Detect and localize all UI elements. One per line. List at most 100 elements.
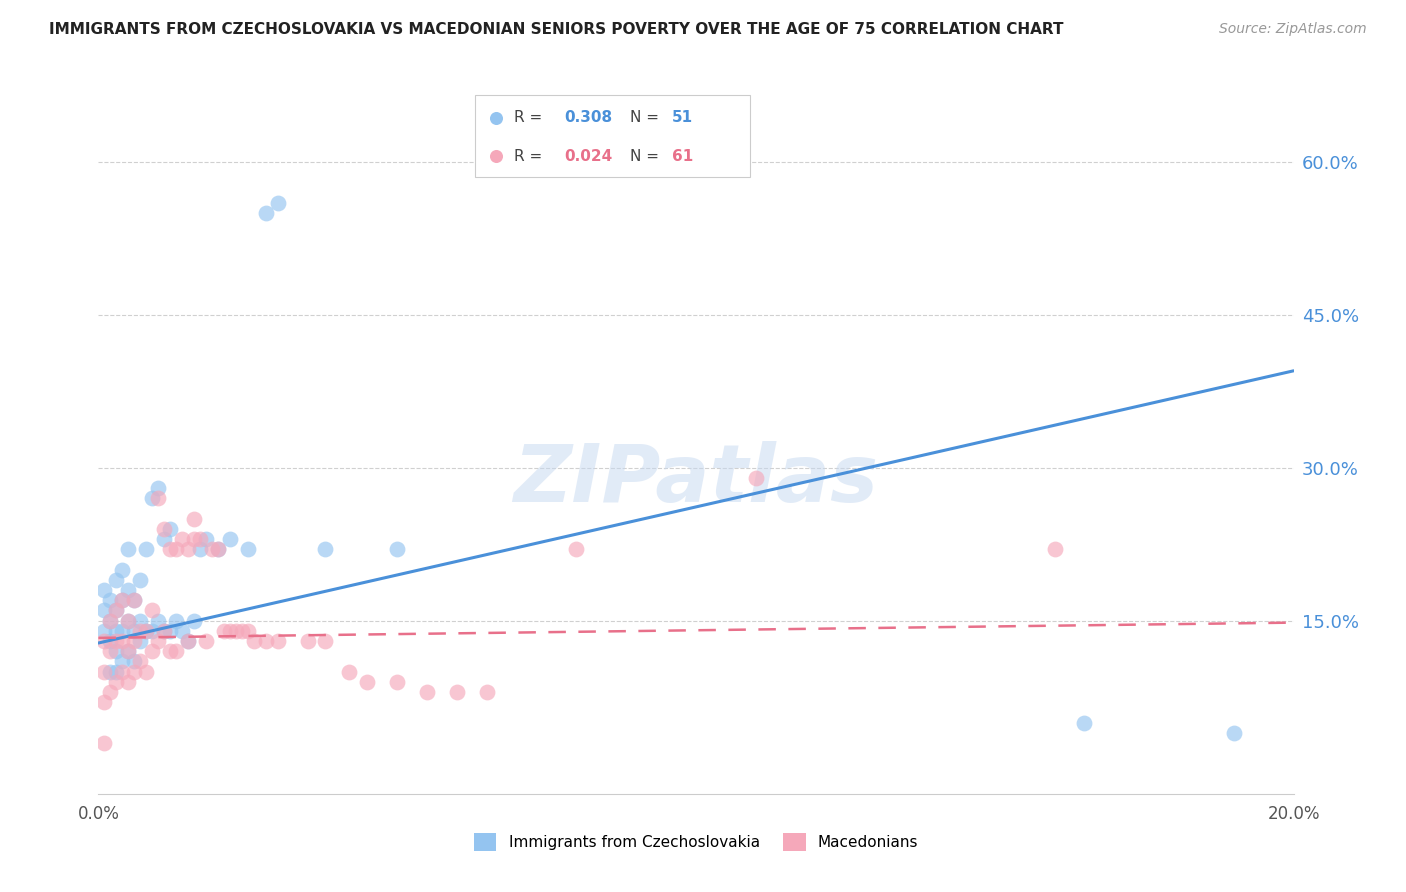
Point (98, 644, 122, 658)
Point (172, 532, 194, 546)
Text: 61: 61 (672, 149, 693, 163)
Point (129, 634, 152, 648)
Point (297, 634, 319, 648)
Point (93, 665, 115, 679)
Point (148, 614, 170, 628)
Point (159, 542, 181, 557)
Point (111, 624, 134, 638)
Point (153, 624, 176, 638)
Point (124, 593, 146, 607)
Point (315, 634, 337, 648)
Point (225, 624, 247, 638)
Point (159, 624, 181, 638)
Text: ZIPatlas: ZIPatlas (513, 441, 879, 519)
Point (745, 471, 768, 485)
Text: R =: R = (515, 149, 547, 163)
Point (475, 685, 498, 699)
Point (159, 522, 181, 536)
Point (135, 665, 157, 679)
Point (231, 624, 253, 638)
Point (177, 634, 200, 648)
Point (124, 593, 146, 607)
Point (148, 481, 170, 495)
Point (93, 603, 115, 617)
Text: N =: N = (630, 110, 664, 125)
Point (212, 624, 235, 638)
Point (124, 634, 146, 648)
Point (98, 614, 122, 628)
Point (172, 624, 194, 638)
Point (105, 573, 128, 587)
Point (219, 532, 242, 546)
Point (111, 563, 134, 577)
FancyBboxPatch shape (475, 95, 749, 177)
Point (98, 614, 122, 628)
Point (93, 736, 115, 750)
Point (141, 491, 163, 506)
Point (124, 665, 146, 679)
Point (105, 665, 128, 679)
Point (117, 644, 139, 658)
Point (129, 654, 152, 668)
Point (105, 603, 128, 617)
Point (117, 614, 139, 628)
Point (195, 532, 218, 546)
Point (267, 195, 290, 210)
Point (117, 674, 139, 689)
Point (254, 206, 277, 220)
Point (254, 634, 277, 648)
Point (129, 624, 152, 638)
Point (135, 624, 157, 638)
Point (565, 542, 588, 557)
Point (207, 542, 229, 557)
Text: 51: 51 (672, 110, 693, 125)
Text: 0.308: 0.308 (565, 110, 613, 125)
Point (148, 491, 170, 506)
Point (124, 654, 146, 668)
Legend: Immigrants from Czechoslovakia, Macedonians: Immigrants from Czechoslovakia, Macedoni… (467, 827, 925, 857)
Point (93, 624, 115, 638)
Point (177, 542, 200, 557)
Point (141, 624, 163, 638)
Text: 0.024: 0.024 (565, 149, 613, 163)
Point (267, 634, 290, 648)
Point (219, 624, 242, 638)
Point (117, 644, 139, 658)
Point (183, 614, 205, 628)
Point (183, 511, 205, 525)
Point (111, 593, 134, 607)
Point (236, 542, 259, 557)
Point (111, 634, 134, 648)
Point (153, 532, 176, 546)
Text: N =: N = (630, 149, 664, 163)
Point (117, 582, 139, 597)
Point (153, 624, 176, 638)
Point (339, 665, 361, 679)
Point (165, 542, 187, 557)
Point (183, 532, 205, 546)
Point (129, 614, 152, 628)
Point (188, 542, 211, 557)
Point (111, 593, 134, 607)
Point (188, 532, 211, 546)
Point (141, 644, 163, 658)
Point (1223, 725, 1246, 739)
Point (416, 685, 439, 699)
Point (124, 624, 146, 638)
Point (98, 685, 122, 699)
Point (117, 542, 139, 557)
Point (1073, 715, 1095, 730)
Point (356, 674, 378, 689)
Point (93, 582, 115, 597)
Point (129, 573, 152, 587)
Point (111, 665, 134, 679)
Point (385, 542, 409, 557)
Point (98, 665, 122, 679)
Point (135, 624, 157, 638)
Point (177, 634, 200, 648)
Point (105, 634, 128, 648)
Point (117, 614, 139, 628)
Point (165, 614, 187, 628)
Point (141, 603, 163, 617)
Point (236, 624, 259, 638)
